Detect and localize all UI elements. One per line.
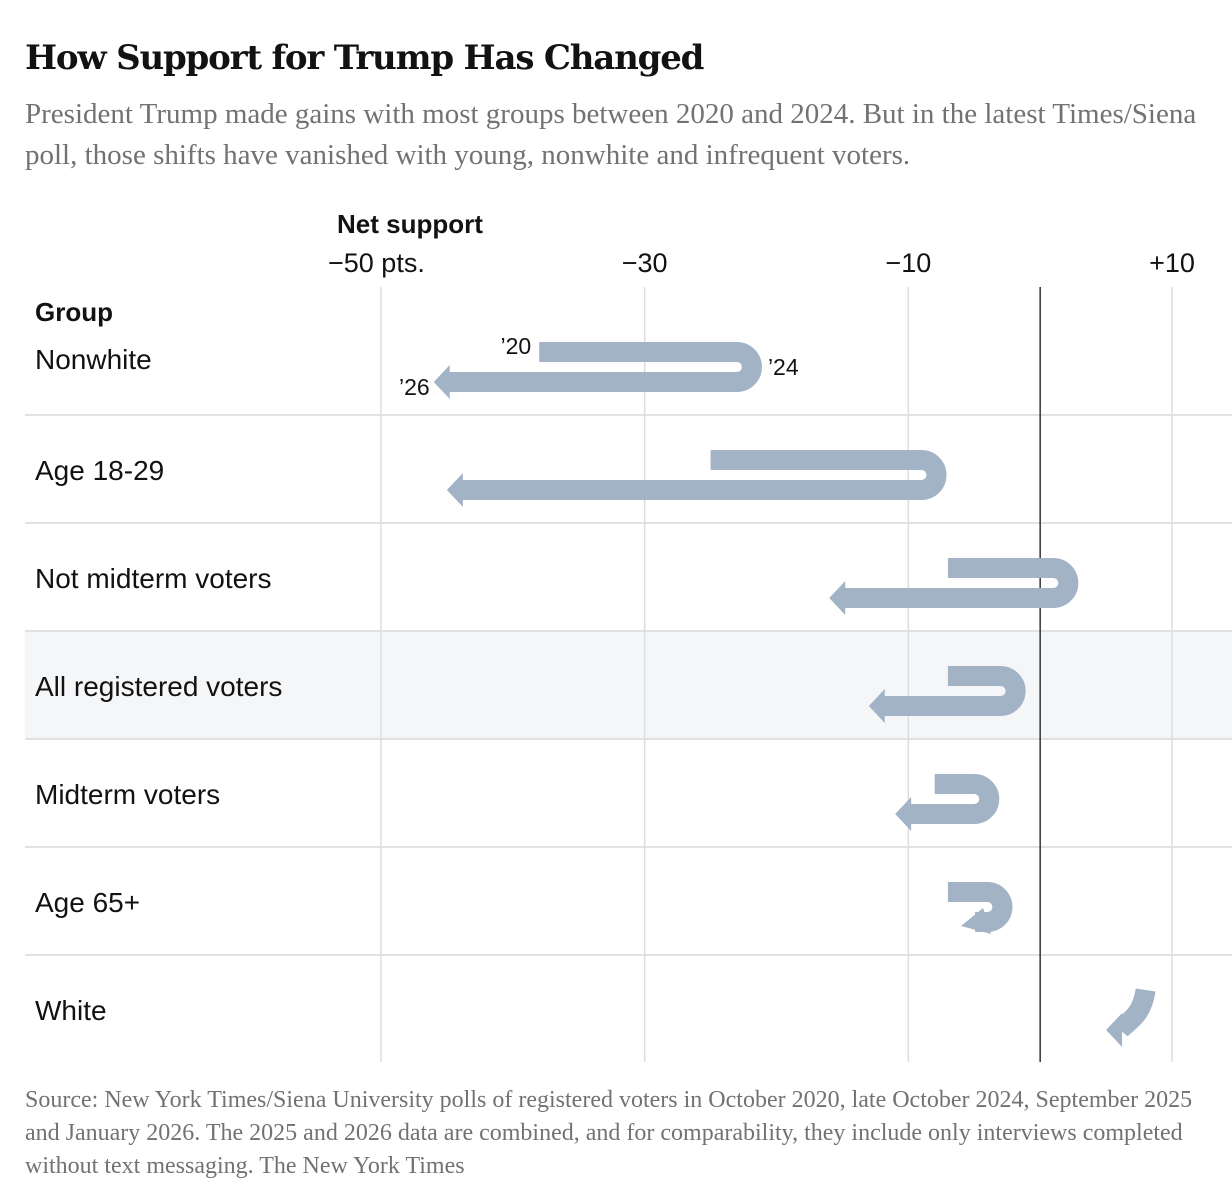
year-label-2026: ’26 (399, 374, 430, 400)
row-label: Midterm voters (35, 779, 220, 810)
arrow-head (1106, 1013, 1123, 1047)
source-note: Source: New York Times/Siena University … (25, 1087, 1193, 1179)
year-label-2020: ’20 (500, 333, 531, 359)
row-label: All registered voters (35, 671, 282, 702)
arrow-head (961, 908, 992, 934)
year-label-2024: ’24 (768, 354, 799, 380)
row-highlight (25, 631, 1232, 739)
row-label: White (35, 995, 107, 1026)
row-label: Age 65+ (35, 887, 140, 918)
row-label: Nonwhite (35, 344, 152, 375)
group-column-header: Group (35, 297, 113, 327)
arrow-head (446, 473, 463, 507)
arrow-head (433, 365, 450, 399)
chart-title: How Support for Trump Has Changed (25, 38, 704, 78)
row-label: Age 18-29 (35, 455, 164, 486)
shift-path (1112, 987, 1156, 1037)
arrow-head (829, 581, 846, 615)
arrow-head (895, 797, 912, 831)
chart-subtitle: President Trump made gains with most gro… (25, 98, 1197, 171)
x-axis-title: Net support (337, 209, 483, 239)
x-tick-label: −10 (885, 248, 931, 278)
shift-path (947, 882, 1013, 932)
x-tick-label: −30 (622, 248, 668, 278)
shift-path (882, 666, 1026, 716)
shift-path (843, 558, 1079, 608)
shift-path (460, 450, 947, 500)
shift-path (909, 774, 1000, 824)
x-tick-label: +10 (1149, 248, 1195, 278)
arrow-head (868, 689, 885, 723)
row-label: Not midterm voters (35, 563, 272, 594)
shift-path (447, 342, 762, 392)
x-tick-label: −50 pts. (328, 248, 425, 278)
